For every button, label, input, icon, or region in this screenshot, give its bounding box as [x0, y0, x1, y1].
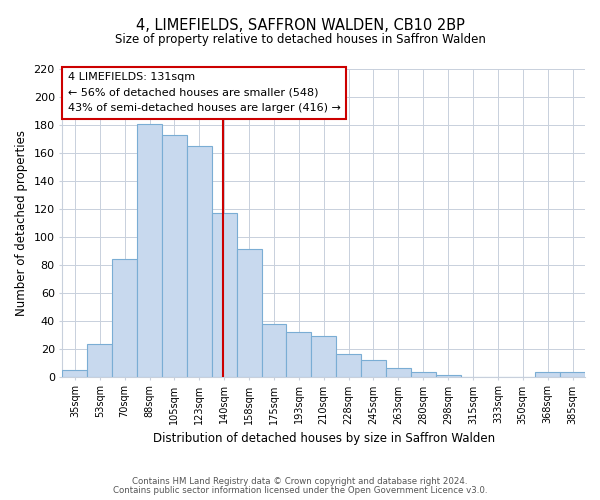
Bar	[286, 332, 311, 376]
Bar	[361, 360, 386, 376]
Bar	[336, 354, 361, 376]
Bar	[187, 146, 212, 376]
Y-axis label: Number of detached properties: Number of detached properties	[15, 130, 28, 316]
Text: Contains public sector information licensed under the Open Government Licence v3: Contains public sector information licen…	[113, 486, 487, 495]
Bar	[311, 336, 336, 376]
Text: Contains HM Land Registry data © Crown copyright and database right 2024.: Contains HM Land Registry data © Crown c…	[132, 477, 468, 486]
X-axis label: Distribution of detached houses by size in Saffron Walden: Distribution of detached houses by size …	[152, 432, 495, 445]
Text: 4, LIMEFIELDS, SAFFRON WALDEN, CB10 2BP: 4, LIMEFIELDS, SAFFRON WALDEN, CB10 2BP	[136, 18, 464, 32]
Text: 4 LIMEFIELDS: 131sqm
← 56% of detached houses are smaller (548)
43% of semi-deta: 4 LIMEFIELDS: 131sqm ← 56% of detached h…	[68, 72, 341, 114]
Bar	[88, 344, 112, 376]
Bar	[212, 213, 236, 376]
Bar	[386, 368, 411, 376]
Bar	[137, 124, 162, 376]
Bar	[162, 134, 187, 376]
Bar	[411, 372, 436, 376]
Bar	[560, 372, 585, 376]
Text: Size of property relative to detached houses in Saffron Walden: Size of property relative to detached ho…	[115, 32, 485, 46]
Bar	[112, 259, 137, 376]
Bar	[236, 250, 262, 376]
Bar	[262, 324, 286, 376]
Bar	[535, 372, 560, 376]
Bar	[62, 370, 88, 376]
